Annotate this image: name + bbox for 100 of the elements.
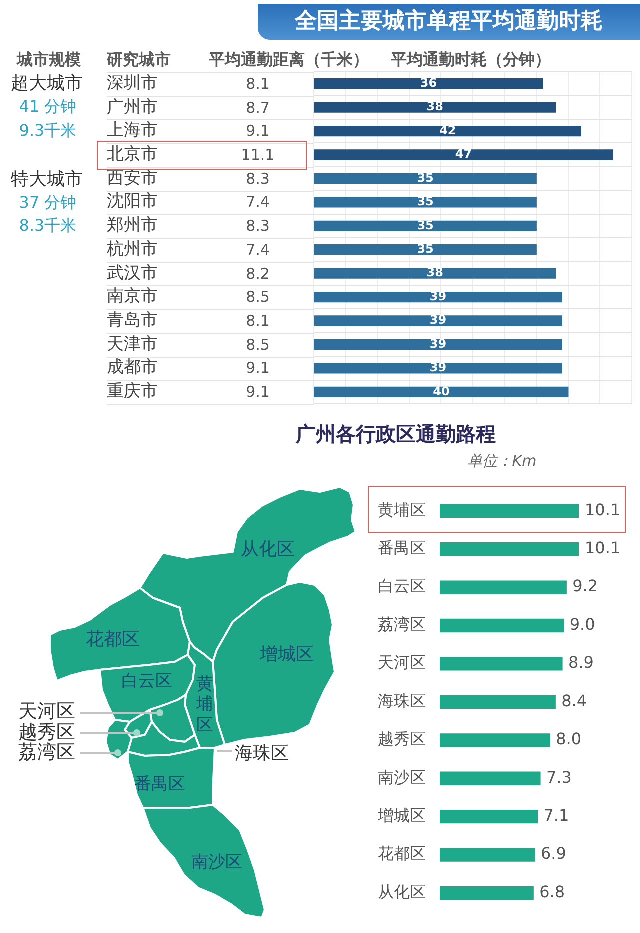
data-label: 9.1	[246, 122, 270, 140]
bar	[440, 580, 567, 594]
bar	[314, 78, 544, 90]
bar	[314, 102, 556, 113]
data-label: 47	[455, 147, 472, 162]
category-label: 郑州市	[107, 216, 158, 236]
bar	[440, 542, 579, 556]
chart-title: 广州各行政区通勤路程	[296, 422, 496, 446]
data-label: 8.4	[562, 691, 588, 710]
y-tick-label: 黄埔区	[378, 500, 426, 520]
y-tick-label: 荔湾区	[378, 614, 426, 634]
data-label: 35	[417, 170, 434, 185]
text: 天河区	[18, 700, 76, 723]
x-axis-title: 平均通勤时耗（分钟）	[391, 50, 551, 70]
data-label: 8.3	[246, 169, 270, 188]
text: 平均通勤距离（千米）	[209, 50, 369, 70]
bar	[314, 339, 562, 350]
bar	[440, 848, 536, 862]
data-label: 9.2	[572, 576, 598, 596]
data-label: 9.1	[246, 359, 270, 378]
data-label: 39	[430, 313, 447, 328]
y-tick-label: 番禺区	[378, 538, 426, 558]
bar	[314, 220, 537, 232]
text: 从化区	[241, 539, 295, 560]
text: 增城区	[260, 644, 314, 666]
bar	[314, 126, 582, 137]
data-label: 7.4	[246, 193, 270, 212]
text: 37 分钟	[19, 193, 77, 212]
text: 越秀区	[18, 722, 76, 744]
bar	[314, 197, 537, 208]
category-label: 上海市	[107, 120, 158, 141]
bar	[314, 363, 562, 374]
bar	[314, 150, 614, 160]
data-label: 6.8	[540, 882, 566, 902]
data-label: 40	[433, 384, 450, 398]
y-tick-label: 增城区	[377, 806, 426, 826]
data-label: 39	[430, 360, 447, 375]
data-label: 10.1	[585, 538, 621, 558]
text: 荔湾区	[18, 742, 76, 764]
data-label: 8.0	[556, 730, 582, 749]
text: 9.3千米	[19, 121, 77, 140]
category-label: 重庆市	[107, 382, 158, 402]
data-label: 35	[417, 242, 434, 256]
text: 41 分钟	[19, 97, 77, 116]
category-label: 南京市	[107, 286, 158, 307]
data-label: 38	[426, 266, 444, 280]
data-label: 35	[417, 218, 434, 232]
y-tick-label: 天河区	[378, 653, 426, 672]
text: 研究城市	[107, 50, 171, 70]
y-tick-label: 越秀区	[378, 730, 426, 749]
bar	[314, 292, 562, 303]
category-label: 武汉市	[107, 263, 158, 284]
category-label: 广州市	[107, 97, 158, 118]
category-label: 杭州市	[107, 240, 158, 260]
y-tick-label: 南沙区	[378, 768, 426, 787]
bar	[314, 316, 562, 326]
text: 城市规模	[17, 50, 81, 70]
text: 海珠区	[235, 743, 289, 764]
bar	[440, 657, 563, 671]
y-tick-label: 海珠区	[378, 691, 426, 710]
data-label: 36	[420, 76, 438, 90]
bar	[314, 173, 537, 184]
bar	[314, 268, 556, 279]
bar	[440, 772, 541, 786]
category-label: 天津市	[107, 334, 158, 354]
data-label: 8.2	[246, 264, 270, 282]
x-axis-title: 单位：Km	[467, 452, 537, 470]
data-label: 9.1	[246, 382, 270, 401]
category-label: 成都市	[107, 358, 158, 378]
data-label: 8.5	[246, 335, 270, 354]
data-label: 10.1	[585, 500, 621, 520]
category-label: 西安市	[107, 168, 158, 188]
bar	[314, 244, 537, 256]
category-label: 沈阳市	[107, 192, 158, 212]
text: 南沙区	[192, 852, 242, 873]
data-label: 35	[417, 194, 434, 209]
chart-title: 全国主要城市单程平均通勤时耗	[258, 4, 640, 40]
text: 花都区	[86, 629, 140, 650]
data-label: 8.5	[246, 288, 270, 306]
text: 8.3千米	[19, 216, 77, 236]
data-label: 8.7	[246, 98, 270, 116]
y-tick-label: 花都区	[378, 844, 426, 864]
data-label: 39	[430, 289, 447, 304]
y-tick-label: 从化区	[378, 882, 426, 902]
data-label: 8.1	[246, 312, 270, 330]
text: 番禺区	[134, 774, 186, 795]
data-label: 9.0	[570, 614, 596, 634]
data-label: 39	[430, 336, 447, 351]
category-label: 青岛市	[107, 310, 158, 331]
data-label: 11.1	[241, 146, 275, 164]
data-label: 42	[439, 123, 456, 138]
data-label: 8.1	[246, 74, 270, 93]
text: 超大城市	[11, 73, 83, 94]
category-label: 深圳市	[107, 74, 158, 94]
data-label: 7.4	[246, 240, 270, 259]
data-label: 6.9	[540, 844, 566, 864]
data-label: 7.3	[546, 768, 572, 787]
text: 特大城市	[11, 169, 83, 190]
bar	[440, 886, 534, 900]
bar	[440, 734, 550, 748]
